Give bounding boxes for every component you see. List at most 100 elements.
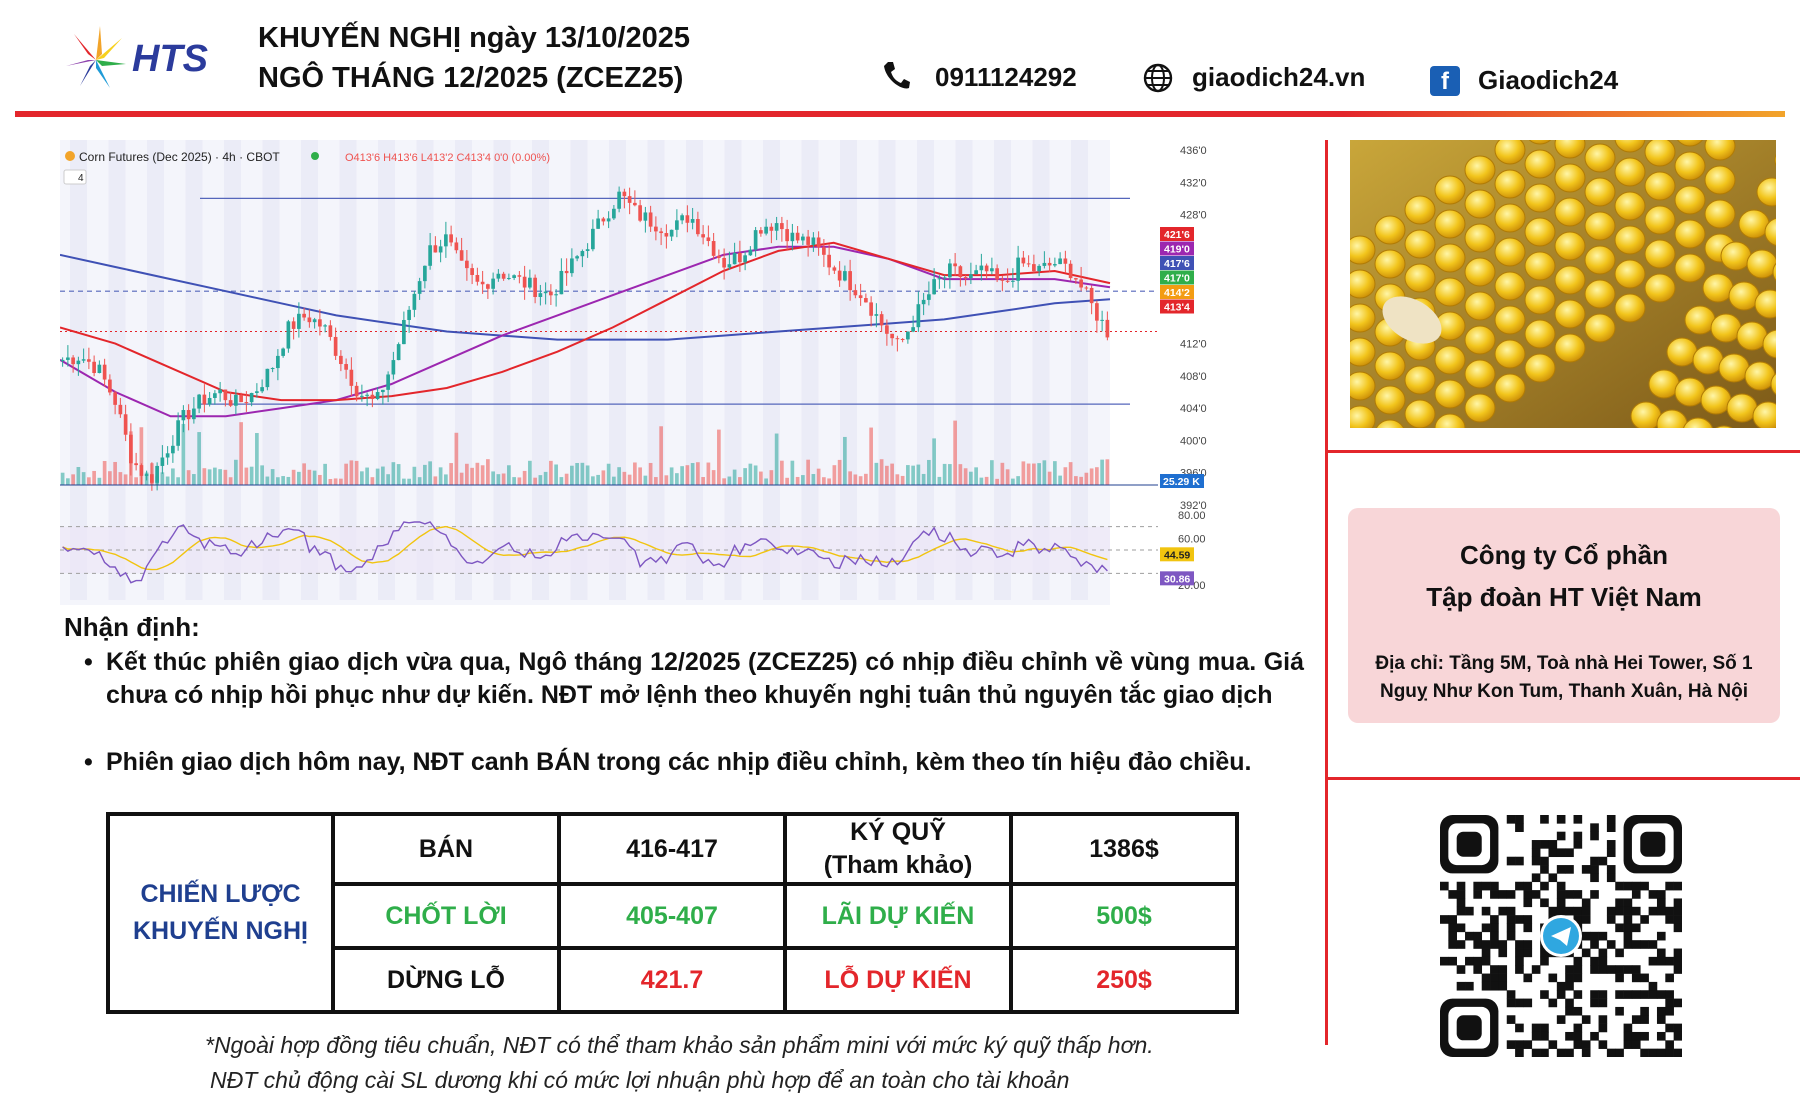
qr-module <box>1631 1031 1641 1041</box>
logo-text: HTS <box>132 38 208 80</box>
price-tick-label: 408'0 <box>1180 371 1207 383</box>
volume-bar <box>963 468 968 485</box>
volume-bar <box>927 459 931 485</box>
qr-module <box>1490 965 1499 974</box>
qr-module <box>1665 990 1674 999</box>
volume-bar <box>1074 476 1078 485</box>
candle-body <box>958 266 963 278</box>
volume-bar <box>827 478 831 485</box>
qr-module <box>1640 973 1649 983</box>
volume-bar <box>522 470 527 485</box>
qr-module <box>1631 923 1641 933</box>
volume-bar <box>60 472 65 485</box>
strategy-label: CHIẾN LƯỢC KHUYẾN NGHỊ <box>106 812 335 1014</box>
qr-module <box>1665 881 1674 891</box>
volume-bar <box>722 478 726 485</box>
oscillator-signal-line <box>62 525 1108 571</box>
qr-module <box>1590 831 1599 841</box>
qr-module <box>1448 931 1457 941</box>
candle-body <box>1037 265 1041 272</box>
candle-body <box>344 364 348 370</box>
volume-bar <box>1000 462 1005 485</box>
corn-kernel <box>1464 155 1496 185</box>
candle-body <box>318 319 322 327</box>
volume-bar <box>459 472 464 485</box>
corn-kernel <box>1434 277 1466 307</box>
qr-module <box>1556 848 1566 858</box>
candle-body <box>827 254 831 268</box>
corn-kernel <box>1584 245 1616 275</box>
corn-kernel <box>1554 333 1586 363</box>
volume-bar <box>643 475 648 485</box>
panel-divider <box>1328 450 1800 453</box>
facebook-link[interactable]: Giaodich24 <box>1478 65 1619 95</box>
volume-bar <box>911 465 915 485</box>
corn-kernel <box>1554 163 1586 193</box>
qr-module <box>1490 981 1499 991</box>
qr-module <box>1448 956 1457 966</box>
qr-module <box>1606 865 1616 874</box>
candle-body <box>690 219 695 223</box>
volume-bar <box>937 476 942 485</box>
action-cell: DỪNG LỖ <box>331 946 561 1014</box>
candle-body <box>801 236 805 241</box>
corn-kernel <box>1710 313 1742 343</box>
volume-bar <box>339 478 343 485</box>
qr-module <box>1615 973 1624 983</box>
qr-module <box>1598 990 1608 999</box>
qr-module <box>1531 856 1541 866</box>
volume-bar <box>648 462 653 485</box>
corn-kernel <box>1404 195 1436 225</box>
qr-module <box>1506 931 1516 941</box>
qr-module <box>1673 923 1682 933</box>
candle-body <box>837 270 842 281</box>
qr-module <box>1590 856 1599 866</box>
volume-bar <box>774 433 779 485</box>
qr-module <box>1531 848 1541 858</box>
candle-body <box>717 255 721 258</box>
volume-bar <box>323 463 327 485</box>
candle-body <box>1100 319 1104 321</box>
candle-body <box>339 355 343 365</box>
website-link[interactable]: giaodich24.vn <box>1192 62 1366 92</box>
qr-module <box>1656 990 1666 999</box>
panel-divider <box>1328 777 1800 780</box>
candle-body <box>412 293 417 310</box>
candle-body <box>528 277 532 288</box>
qr-module <box>1606 815 1616 824</box>
qr-module <box>1481 956 1491 966</box>
volume-bar <box>669 467 674 485</box>
price-badge <box>1160 227 1194 241</box>
candle-body <box>123 414 128 435</box>
qr-module <box>1523 915 1533 924</box>
qr-module <box>1556 898 1566 908</box>
volume-bar <box>654 477 658 485</box>
qr-module <box>1623 915 1633 924</box>
qr-module <box>1590 956 1599 966</box>
bullet-dot: • <box>84 648 93 676</box>
candle-body <box>843 271 847 281</box>
qr-module <box>1623 931 1633 941</box>
candle-body <box>780 223 784 230</box>
volume-bar <box>165 476 170 485</box>
candle-body <box>1047 262 1052 266</box>
price-badge <box>1160 285 1194 299</box>
qr-code-icon[interactable] <box>1440 815 1682 1057</box>
candle-body <box>108 379 112 393</box>
qr-module <box>1523 998 1533 1008</box>
candle-body <box>795 232 800 241</box>
volume-bar <box>265 476 270 485</box>
phone-number[interactable]: 0911124292 <box>935 62 1077 92</box>
candle-body <box>218 389 222 394</box>
volume-bar <box>559 477 564 485</box>
volume-bar <box>370 477 375 485</box>
corn-kernel <box>1614 140 1646 153</box>
candle-body <box>223 389 228 401</box>
qr-module <box>1648 956 1658 966</box>
header-divider <box>15 111 1785 117</box>
volume-bar <box>727 476 732 485</box>
company-card <box>1348 508 1780 723</box>
qr-module <box>1548 848 1558 858</box>
volume-bar <box>1053 461 1057 485</box>
candle-body <box>60 359 65 361</box>
